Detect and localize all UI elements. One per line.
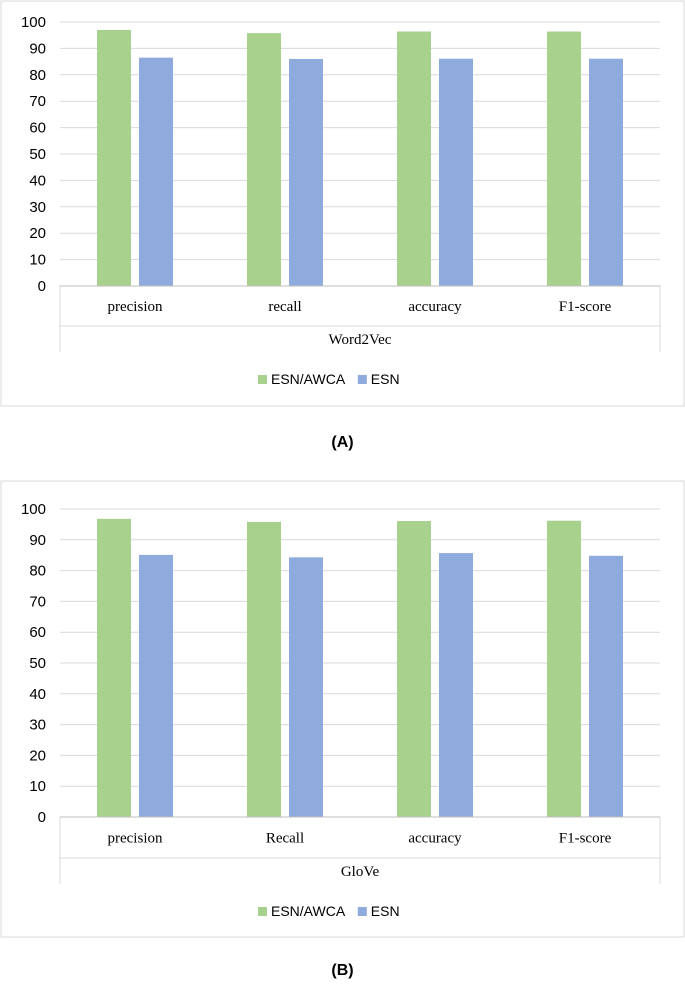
bar-esn <box>439 553 473 817</box>
group-label: GloVe <box>341 864 380 880</box>
y-tick-label: 80 <box>29 563 46 580</box>
bar-esn-awca <box>547 31 581 287</box>
bar-esn-awca <box>97 518 131 817</box>
x-tick-label: accuracy <box>408 299 462 315</box>
y-tick-label: 90 <box>29 532 46 549</box>
y-tick-label: 90 <box>29 40 46 57</box>
bar-chart-a: 0 10 20 30 40 50 60 70 80 90 100 precision recall acc… <box>0 0 685 407</box>
y-tick-label: 10 <box>29 252 46 269</box>
bar-chart-b: 0 10 20 30 40 50 60 70 80 90 100 precision Recall acc… <box>0 480 685 938</box>
legend-swatch <box>357 375 367 384</box>
y-tick-label: 40 <box>29 686 46 703</box>
legend-swatch <box>357 907 367 916</box>
y-tick-label: 10 <box>29 778 46 795</box>
chart-border <box>0 480 685 938</box>
bar-esn-awca <box>247 33 281 287</box>
x-tick-label: F1-score <box>559 299 612 315</box>
x-tick-label: accuracy <box>408 831 462 847</box>
x-tick-label: precision <box>108 831 163 847</box>
legend-label: ESN/AWCA <box>271 903 346 919</box>
bar-esn-awca <box>397 31 431 287</box>
y-tick-label: 20 <box>29 225 46 242</box>
y-tick-label: 30 <box>29 199 46 216</box>
y-tick-label: 30 <box>29 717 46 734</box>
x-tick-label: Recall <box>266 831 304 847</box>
panel-label-b: (B) <box>331 962 354 979</box>
chart-panel-b: 0 10 20 30 40 50 60 70 80 90 100 precision Recall acc… <box>0 480 685 945</box>
legend-swatch <box>258 907 267 916</box>
legend-swatch <box>258 375 267 384</box>
bar-esn <box>589 555 623 817</box>
y-tick-label: 20 <box>29 747 46 764</box>
y-tick-label: 60 <box>29 120 46 137</box>
bar-esn <box>439 58 473 286</box>
bar-esn <box>289 557 323 817</box>
legend-label: ESN <box>371 371 400 387</box>
y-tick-label: 0 <box>38 278 46 295</box>
y-tick-label: 0 <box>38 809 46 826</box>
bar-esn <box>139 57 173 286</box>
chart-border <box>0 0 685 407</box>
bar-esn-awca <box>547 520 581 817</box>
bar-esn <box>589 58 623 286</box>
group-label: Word2Vec <box>329 332 392 348</box>
x-tick-label: recall <box>268 299 301 315</box>
y-tick-label: 80 <box>29 67 46 84</box>
bar-esn <box>289 58 323 287</box>
y-tick-label: 100 <box>21 14 46 31</box>
x-tick-label: precision <box>108 299 163 315</box>
y-tick-label: 60 <box>29 624 46 641</box>
legend-label: ESN <box>371 903 400 919</box>
y-tick-label: 50 <box>29 146 46 163</box>
panel-label-a: (A) <box>331 434 354 451</box>
legend-label: ESN/AWCA <box>271 371 346 387</box>
bar-esn-awca <box>97 29 131 286</box>
y-tick-label: 70 <box>29 593 46 610</box>
y-tick-label: 100 <box>21 501 46 518</box>
y-tick-label: 70 <box>29 93 46 110</box>
y-tick-label: 50 <box>29 655 46 672</box>
bar-esn <box>139 554 173 817</box>
y-tick-label: 40 <box>29 172 46 189</box>
bar-esn-awca <box>397 521 431 817</box>
bar-esn-awca <box>247 521 281 817</box>
x-tick-label: F1-score <box>559 831 612 847</box>
chart-panel-a: 0 10 20 30 40 50 60 70 80 90 100 precision recall acc… <box>0 0 685 415</box>
